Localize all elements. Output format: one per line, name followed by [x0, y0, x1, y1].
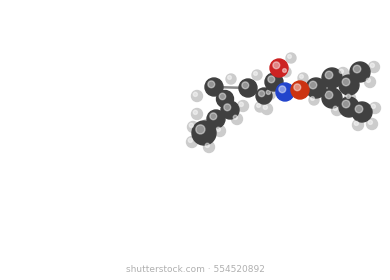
Circle shape: [332, 104, 342, 115]
Circle shape: [188, 122, 199, 132]
Circle shape: [264, 88, 275, 99]
Circle shape: [204, 141, 215, 153]
Circle shape: [370, 63, 374, 67]
Circle shape: [208, 81, 215, 88]
Circle shape: [346, 94, 351, 99]
Circle shape: [371, 104, 376, 108]
Circle shape: [228, 76, 231, 80]
Circle shape: [322, 68, 342, 88]
Circle shape: [365, 76, 376, 87]
Circle shape: [188, 138, 192, 143]
Circle shape: [322, 88, 342, 108]
Circle shape: [232, 113, 243, 125]
Circle shape: [262, 104, 273, 115]
Circle shape: [192, 121, 216, 145]
Circle shape: [352, 102, 372, 122]
Circle shape: [196, 125, 205, 134]
Circle shape: [256, 88, 272, 104]
Circle shape: [333, 106, 337, 110]
Circle shape: [309, 95, 319, 105]
Circle shape: [309, 81, 317, 89]
Circle shape: [207, 110, 225, 128]
Circle shape: [252, 70, 262, 80]
Circle shape: [325, 71, 333, 79]
Circle shape: [367, 118, 378, 129]
Circle shape: [342, 100, 350, 108]
Circle shape: [339, 69, 344, 73]
Circle shape: [238, 101, 248, 111]
Circle shape: [339, 75, 359, 95]
Circle shape: [339, 97, 359, 117]
Circle shape: [257, 104, 261, 108]
Circle shape: [354, 121, 358, 125]
Circle shape: [287, 55, 291, 59]
Circle shape: [193, 92, 197, 96]
Circle shape: [325, 91, 333, 99]
Circle shape: [239, 79, 257, 97]
Circle shape: [221, 101, 239, 119]
Circle shape: [353, 65, 361, 73]
Circle shape: [259, 90, 265, 97]
Circle shape: [310, 97, 314, 101]
Circle shape: [294, 84, 301, 91]
Circle shape: [283, 69, 286, 73]
Circle shape: [205, 143, 209, 148]
Circle shape: [281, 67, 291, 77]
Circle shape: [276, 83, 294, 101]
Circle shape: [270, 59, 288, 77]
Circle shape: [193, 110, 197, 115]
Circle shape: [344, 92, 356, 104]
Circle shape: [265, 73, 283, 91]
Circle shape: [216, 90, 234, 108]
Circle shape: [300, 74, 303, 78]
Circle shape: [191, 109, 202, 120]
Circle shape: [306, 78, 326, 98]
Circle shape: [263, 105, 268, 109]
Circle shape: [203, 121, 207, 125]
Circle shape: [254, 72, 257, 75]
Circle shape: [224, 104, 231, 111]
Circle shape: [291, 81, 309, 99]
Circle shape: [368, 120, 372, 124]
Circle shape: [369, 62, 379, 73]
Circle shape: [189, 123, 193, 127]
Circle shape: [186, 137, 197, 148]
Circle shape: [205, 78, 223, 96]
Circle shape: [286, 53, 296, 63]
Circle shape: [219, 93, 226, 100]
Circle shape: [239, 102, 243, 106]
Circle shape: [226, 74, 236, 84]
Circle shape: [191, 90, 202, 102]
Circle shape: [366, 78, 370, 82]
Circle shape: [202, 120, 213, 130]
Circle shape: [273, 62, 280, 69]
Circle shape: [353, 120, 363, 130]
Circle shape: [242, 82, 249, 89]
Circle shape: [298, 73, 308, 83]
Text: shutterstock.com · 554520892: shutterstock.com · 554520892: [126, 265, 264, 274]
Circle shape: [268, 76, 275, 83]
Circle shape: [216, 127, 220, 131]
Circle shape: [266, 90, 270, 94]
Circle shape: [255, 102, 265, 112]
Circle shape: [369, 102, 381, 113]
Circle shape: [233, 115, 238, 120]
Circle shape: [210, 113, 217, 120]
Circle shape: [279, 86, 286, 93]
Circle shape: [355, 105, 363, 113]
Circle shape: [342, 78, 350, 86]
Circle shape: [215, 125, 225, 137]
Circle shape: [337, 67, 349, 78]
Circle shape: [350, 62, 370, 82]
